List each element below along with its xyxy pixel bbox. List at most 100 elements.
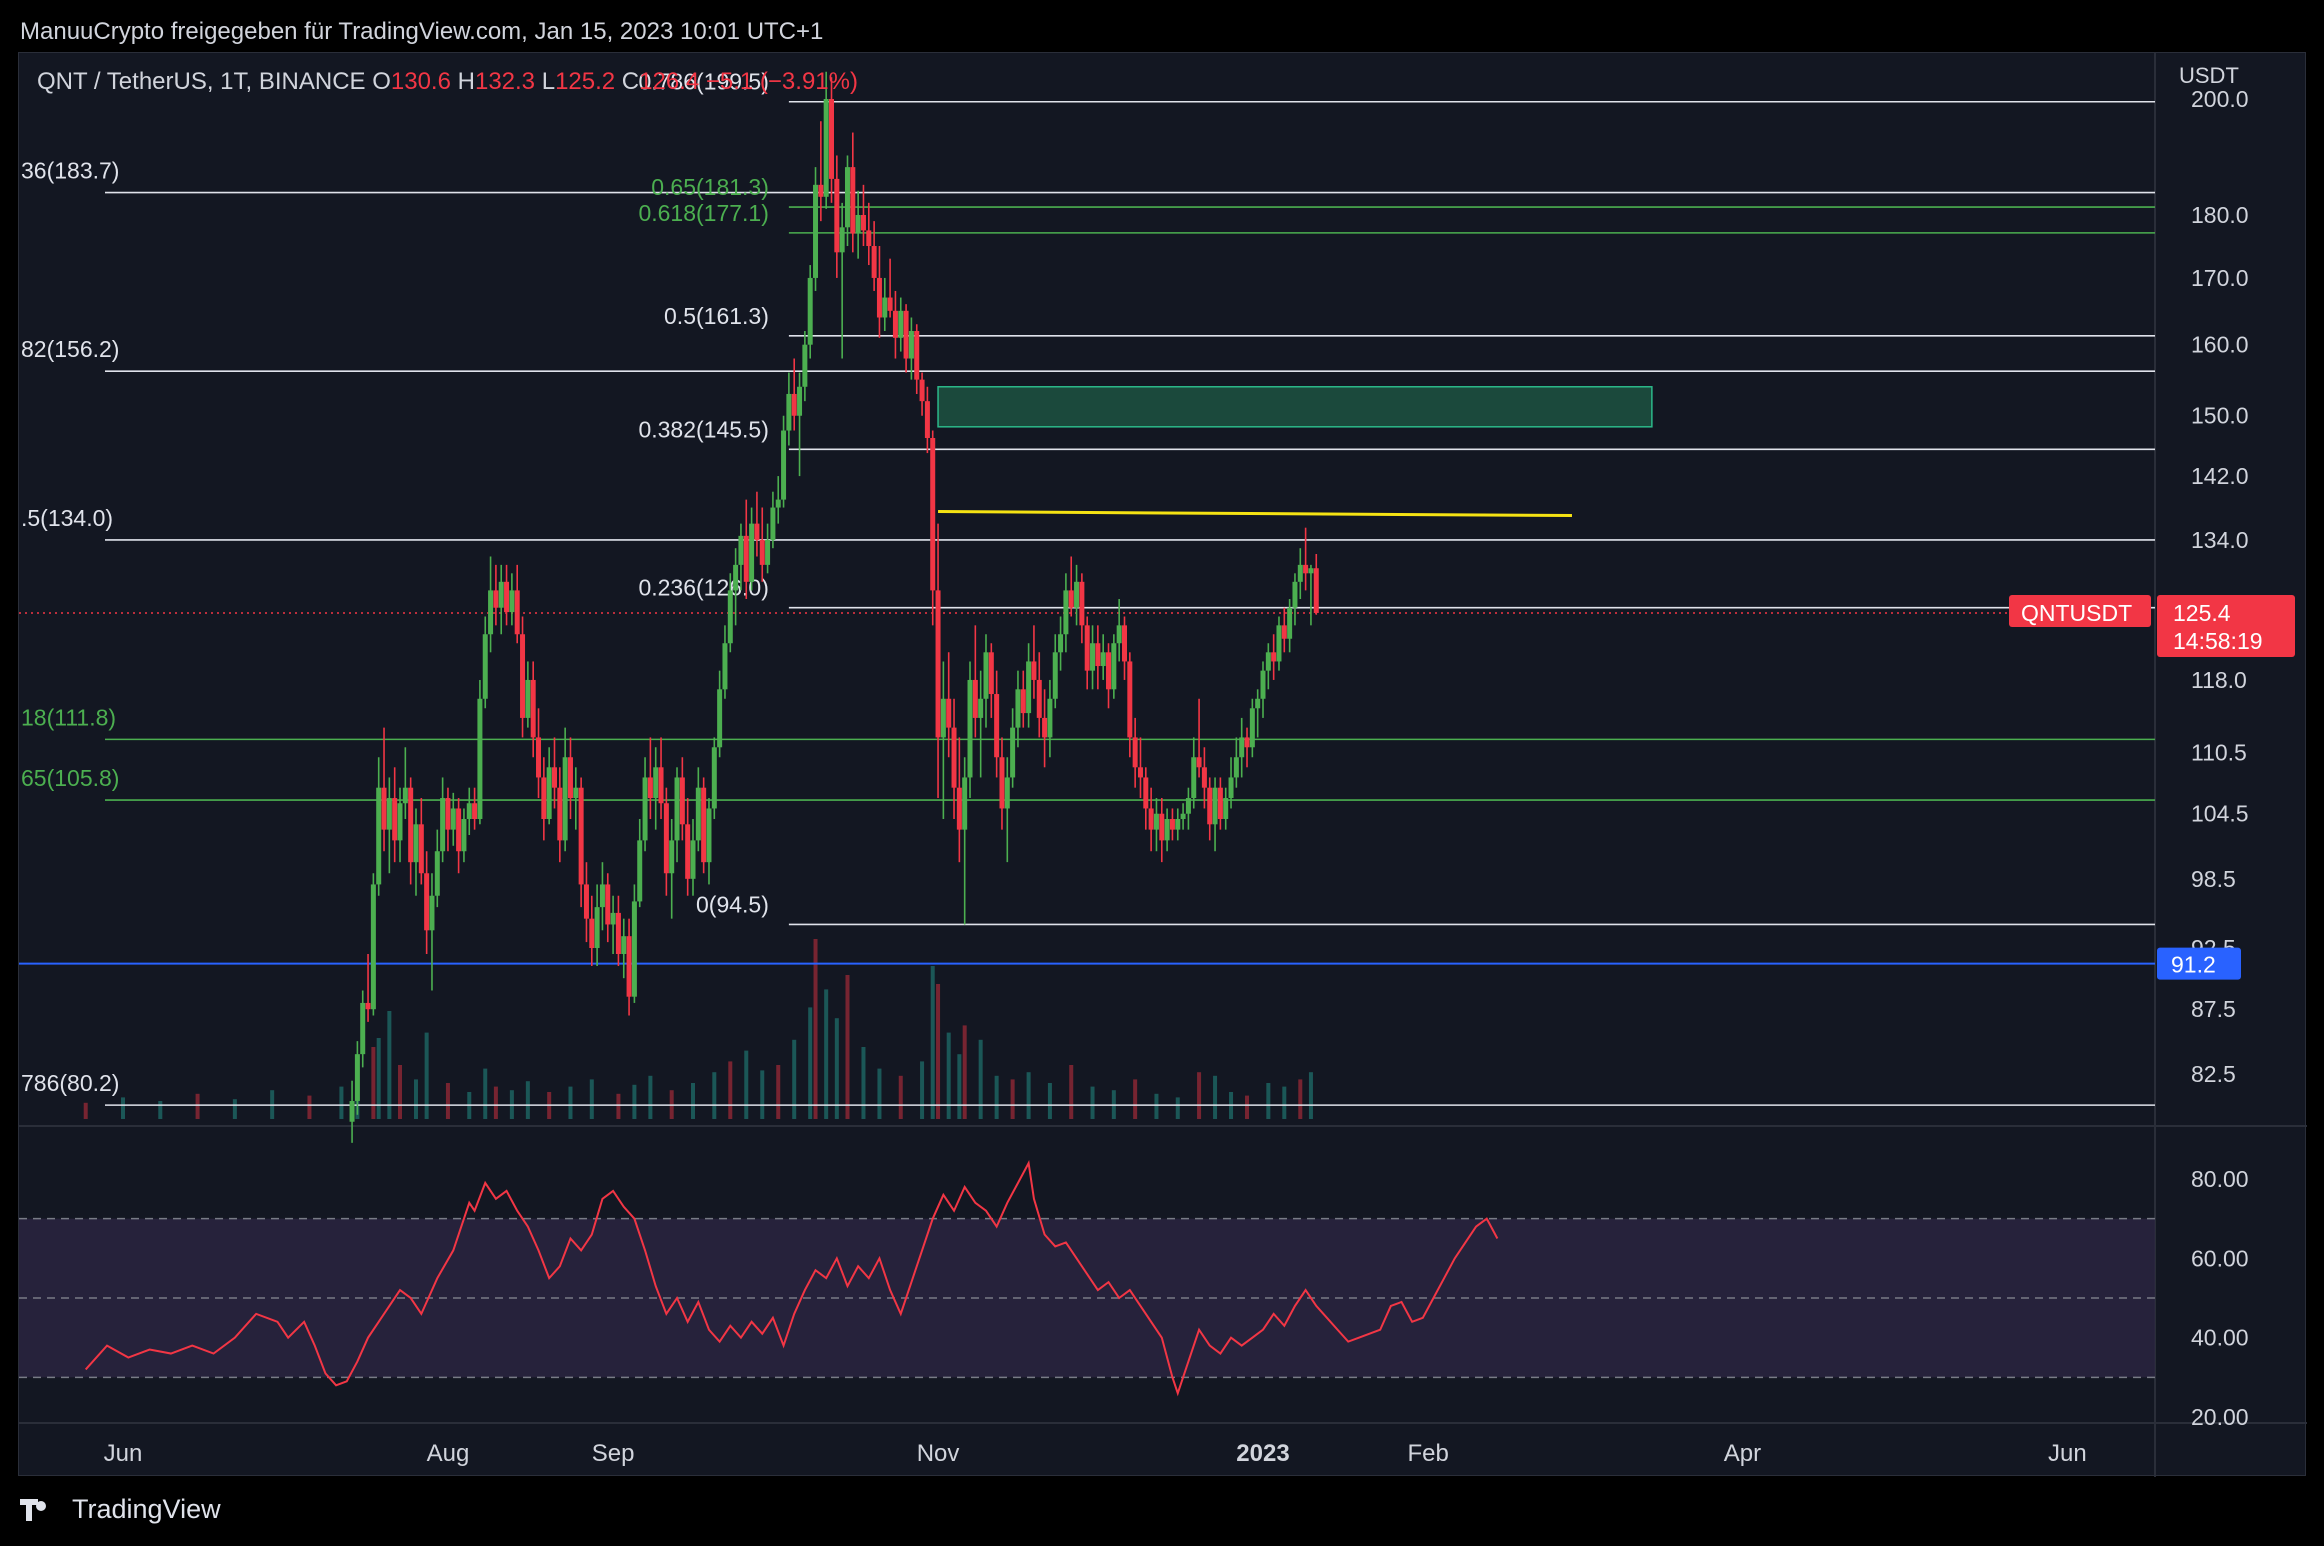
- candle-body[interactable]: [349, 1101, 355, 1122]
- candle-body[interactable]: [1074, 581, 1080, 608]
- candle-body[interactable]: [813, 184, 819, 278]
- candle-body[interactable]: [754, 523, 760, 540]
- candle-body[interactable]: [1223, 798, 1229, 820]
- candle-body[interactable]: [1207, 787, 1213, 825]
- candle-body[interactable]: [759, 539, 765, 565]
- candle-body[interactable]: [1121, 625, 1127, 662]
- candle-body[interactable]: [1175, 819, 1181, 830]
- candle-body[interactable]: [1026, 661, 1032, 714]
- candle-body[interactable]: [690, 840, 696, 879]
- candle-body[interactable]: [1159, 813, 1165, 841]
- candle-body[interactable]: [1063, 590, 1069, 635]
- candle-body[interactable]: [1180, 813, 1186, 820]
- candle-body[interactable]: [1111, 643, 1117, 690]
- candle-body[interactable]: [413, 824, 419, 863]
- candle-body[interactable]: [946, 698, 952, 728]
- candle-body[interactable]: [557, 787, 563, 841]
- candle-body[interactable]: [924, 401, 930, 438]
- candle-body[interactable]: [887, 297, 893, 311]
- candle-body[interactable]: [1031, 661, 1037, 680]
- candle-body[interactable]: [919, 379, 925, 402]
- candle-body[interactable]: [536, 737, 542, 778]
- candle-body[interactable]: [999, 757, 1005, 809]
- candle-body[interactable]: [440, 798, 446, 852]
- candle-body[interactable]: [1015, 689, 1021, 728]
- candle-body[interactable]: [488, 590, 494, 635]
- candle-body[interactable]: [1137, 767, 1143, 778]
- candle-body[interactable]: [1281, 625, 1287, 639]
- candle-body[interactable]: [354, 1054, 360, 1102]
- candle-body[interactable]: [674, 777, 680, 841]
- candle-body[interactable]: [871, 246, 877, 278]
- candle-body[interactable]: [466, 803, 472, 820]
- candle-body[interactable]: [370, 884, 376, 1010]
- candle-body[interactable]: [562, 757, 568, 841]
- candle-body[interactable]: [605, 884, 611, 925]
- candle-body[interactable]: [381, 787, 387, 830]
- candle-body[interactable]: [621, 936, 627, 954]
- candle-body[interactable]: [429, 895, 435, 931]
- candle-body[interactable]: [935, 590, 941, 738]
- candle-body[interactable]: [797, 386, 803, 416]
- candle-body[interactable]: [1079, 581, 1085, 626]
- candle-body[interactable]: [1271, 652, 1277, 662]
- candle-body[interactable]: [983, 652, 989, 699]
- candle-body[interactable]: [749, 523, 755, 582]
- candle-body[interactable]: [844, 167, 850, 228]
- candle-body[interactable]: [988, 652, 994, 695]
- candle-body[interactable]: [653, 767, 659, 799]
- candle-body[interactable]: [706, 808, 712, 863]
- candle-body[interactable]: [781, 430, 787, 500]
- candle-body[interactable]: [1185, 798, 1191, 814]
- candle-body[interactable]: [1217, 787, 1223, 820]
- candle-body[interactable]: [530, 679, 536, 738]
- candle-body[interactable]: [1233, 757, 1239, 778]
- candle-body[interactable]: [1090, 643, 1096, 671]
- candle-body[interactable]: [509, 590, 515, 613]
- candle-body[interactable]: [386, 798, 392, 830]
- candle-body[interactable]: [1313, 568, 1319, 613]
- candle-body[interactable]: [1116, 625, 1122, 644]
- candle-body[interactable]: [839, 227, 845, 253]
- candle-body[interactable]: [791, 393, 797, 416]
- candle-body[interactable]: [1068, 590, 1074, 608]
- candle-body[interactable]: [1239, 737, 1245, 758]
- candle-body[interactable]: [701, 787, 707, 863]
- candle-body[interactable]: [1201, 767, 1207, 788]
- candle-body[interactable]: [456, 808, 462, 852]
- candle-body[interactable]: [914, 331, 920, 380]
- candle-body[interactable]: [786, 393, 792, 431]
- candle-body[interactable]: [967, 679, 973, 778]
- candle-body[interactable]: [583, 884, 589, 919]
- candle-body[interactable]: [722, 643, 728, 690]
- candle-body[interactable]: [365, 1002, 371, 1010]
- candle-body[interactable]: [1084, 625, 1090, 671]
- candle-body[interactable]: [1004, 777, 1010, 809]
- candle-body[interactable]: [567, 757, 573, 799]
- candle-body[interactable]: [424, 873, 430, 931]
- candle-body[interactable]: [610, 912, 616, 925]
- candle-body[interactable]: [1260, 670, 1266, 699]
- candle-body[interactable]: [1010, 727, 1016, 778]
- candle-body[interactable]: [1106, 652, 1112, 690]
- candle-body[interactable]: [685, 824, 691, 879]
- candle-body[interactable]: [551, 767, 557, 788]
- candle-body[interactable]: [472, 803, 478, 820]
- chart-frame[interactable]: 36(183.7) 82(156.2) .5(134.0) 18(111.8) 65(1…: [18, 52, 2307, 1477]
- candle-body[interactable]: [631, 901, 637, 997]
- candle-body[interactable]: [461, 819, 467, 852]
- candle-body[interactable]: [1169, 819, 1175, 830]
- candle-body[interactable]: [642, 777, 648, 841]
- candle-body[interactable]: [1143, 777, 1149, 809]
- candle-body[interactable]: [876, 277, 882, 318]
- candle-body[interactable]: [669, 840, 675, 874]
- candle-body[interactable]: [376, 787, 382, 885]
- candle-body[interactable]: [663, 803, 669, 874]
- candle-body[interactable]: [1244, 737, 1250, 748]
- candle-body[interactable]: [1153, 813, 1159, 830]
- candle-body[interactable]: [1303, 564, 1309, 574]
- candle-body[interactable]: [1297, 564, 1303, 582]
- candle-body[interactable]: [866, 230, 872, 247]
- candle-body[interactable]: [818, 184, 824, 197]
- candle-body[interactable]: [397, 803, 403, 841]
